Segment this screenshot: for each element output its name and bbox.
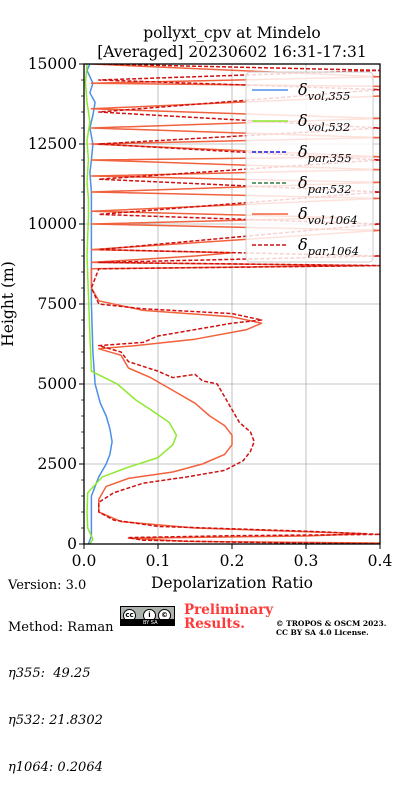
eta1064-text: η1064: 0.2064	[8, 760, 103, 775]
legend-subscript: par,1064	[308, 244, 359, 258]
legend-symbol: δ	[298, 142, 308, 161]
chart-title-line1: pollyxt_cpv at Mindelo	[143, 24, 321, 42]
legend-subscript: par,532	[308, 182, 352, 196]
x-tick-label: 0.2	[220, 552, 245, 570]
axis-ticks: 0.0 0.1 0.2 0.3 0.4 0 2500 5000 7500 10000 12500 15…	[28, 55, 393, 570]
preliminary-line2: Results.	[184, 616, 245, 632]
eta532-text: η532: 21.8302	[8, 713, 103, 728]
x-tick-label: 0.3	[294, 552, 319, 570]
info-block: Version: 3.0 Method: Raman η355: 49.25 η…	[8, 551, 114, 789]
legend-subscript: par,355	[308, 151, 352, 165]
cc-band-text: BY SA	[143, 620, 158, 626]
y-axis-label: Height (m)	[0, 261, 17, 347]
y-tick-label: 7500	[38, 295, 77, 313]
y-tick-label: 0	[67, 535, 77, 553]
legend-symbol: δ	[298, 80, 308, 99]
cc-band	[121, 619, 174, 625]
x-tick-label: 0.4	[368, 552, 393, 570]
legend: δvol,355δvol,532δpar,355δpar,532δvol,106…	[245, 71, 374, 263]
legend-label: δvol,355	[298, 80, 350, 103]
series-line-par-1064	[90, 64, 380, 544]
preliminary-notice: Preliminary Results.	[184, 603, 273, 631]
legend-subscript: vol,1064	[308, 213, 358, 227]
preliminary-line1: Preliminary	[184, 602, 274, 618]
y-tick-label: 15000	[28, 55, 77, 73]
legend-symbol: δ	[298, 235, 308, 254]
copyright-line1: © TROPOS & OSCM 2023.	[276, 619, 387, 628]
legend-label: δpar,355	[298, 142, 352, 165]
copyright-notice: © TROPOS & OSCM 2023. CC BY SA 4.0 Licen…	[276, 619, 387, 637]
series-line-vol-532	[84, 64, 178, 544]
series-line-vol-355	[86, 64, 113, 544]
legend-symbol: δ	[298, 204, 308, 223]
legend-symbol: δ	[298, 173, 308, 192]
legend-label: δvol,532	[298, 111, 350, 134]
legend-subscript: vol,355	[308, 89, 351, 103]
version-text: Version: 3.0	[8, 578, 87, 593]
legend-label: δpar,532	[298, 173, 352, 196]
y-tick-label: 5000	[38, 375, 77, 393]
legend-label: δvol,1064	[298, 204, 358, 227]
legend-symbol: δ	[298, 111, 308, 130]
depolarization-chart: pollyxt_cpv at Mindelo [Averaged] 202306…	[0, 24, 393, 592]
cc-license-badge: cc i © BY SA	[120, 606, 175, 626]
y-tick-label: 10000	[28, 215, 77, 233]
by-icon: i	[143, 609, 156, 622]
legend-label: δpar,1064	[298, 235, 359, 258]
x-tick-label: 0.1	[146, 552, 171, 570]
chart-title-line2: [Averaged] 20230602 16:31-17:31	[97, 43, 367, 61]
y-tick-label: 12500	[28, 135, 77, 153]
eta355-text: η355: 49.25	[8, 666, 91, 681]
method-text: Method: Raman	[8, 620, 114, 635]
x-tick-label: 0.0	[72, 552, 97, 570]
y-tick-label: 2500	[38, 455, 77, 473]
copyright-line2: CC BY SA 4.0 License.	[276, 627, 369, 637]
legend-subscript: vol,532	[308, 120, 351, 134]
x-axis-label: Depolarization Ratio	[151, 574, 313, 592]
